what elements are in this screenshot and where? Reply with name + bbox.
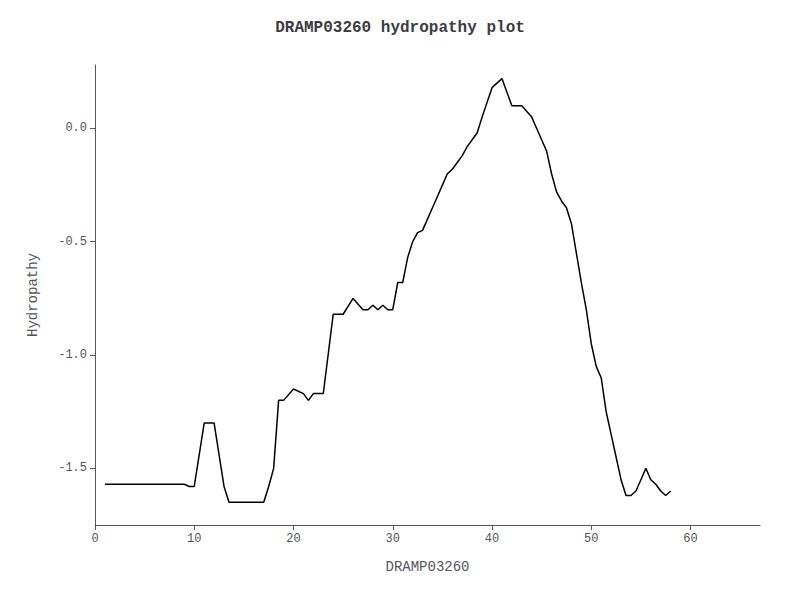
svg-text:DRAMP03260 hydropathy plot: DRAMP03260 hydropathy plot: [275, 19, 525, 37]
svg-text:40: 40: [485, 532, 499, 546]
svg-text:Hydropathy: Hydropathy: [25, 253, 41, 337]
svg-text:0.0: 0.0: [65, 121, 87, 135]
svg-text:-1.5: -1.5: [58, 461, 87, 475]
svg-text:-0.5: -0.5: [58, 235, 87, 249]
svg-text:0: 0: [91, 532, 98, 546]
svg-text:60: 60: [683, 532, 697, 546]
svg-text:50: 50: [584, 532, 598, 546]
svg-text:-1.0: -1.0: [58, 348, 87, 362]
svg-text:DRAMP03260: DRAMP03260: [385, 559, 469, 575]
svg-text:20: 20: [286, 532, 300, 546]
svg-text:10: 10: [187, 532, 201, 546]
svg-text:30: 30: [386, 532, 400, 546]
